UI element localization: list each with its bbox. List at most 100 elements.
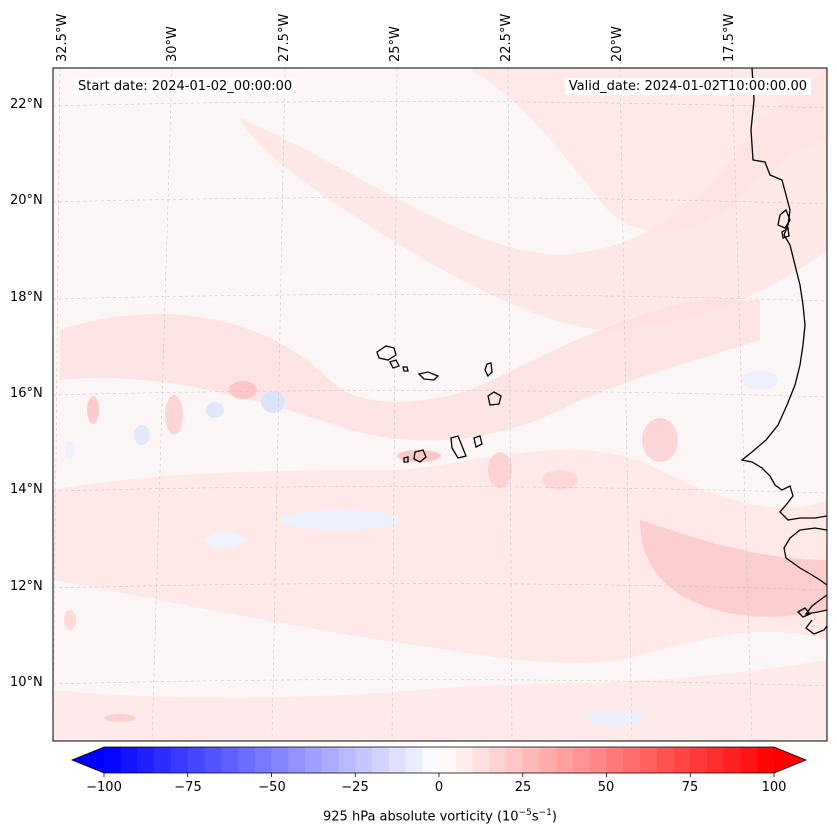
valid-date-label: Valid_date: 2024-01-02T10:00:00.00 [564,78,811,95]
colorbar-segment [154,747,172,773]
vorticity-negative-cell [742,370,778,390]
start-date-label: Start date: 2024-01-02_00:00:00 [74,78,297,95]
africa-coastline [740,68,827,521]
colorbar-segment [723,747,742,773]
colorbar-segment [288,747,306,773]
vorticity-band-north [470,68,827,232]
colorbar-title-end: ) [551,809,557,825]
lat-tick-label: 20°N [10,193,43,208]
colorbar-title-exp1: −5 [518,808,532,818]
island-bijagos [796,607,812,618]
vorticity-negative-cell [280,510,400,530]
colorbar-segment [489,747,507,773]
lon-tick-label: 22.5°W [499,13,514,62]
colorbar-segment [372,747,390,773]
vorticity-field [53,68,827,741]
colorbar-segment [573,747,591,773]
colorbar-tick-label: −25 [341,780,369,795]
lon-tick-label: 17.5°W [722,13,737,62]
colorbar-segment [522,747,541,773]
colorbar-tick-label: 25 [514,780,532,795]
lat-tick-label: 14°N [10,482,43,497]
africa-coastline [805,619,827,635]
colorbar-segment [439,747,457,773]
lon-gridline [151,68,173,741]
vorticity-cell [542,470,578,490]
lon-tick-label: 32.5°W [55,13,70,62]
colorbar-segment [589,747,608,773]
lon-tick-label: 25°W [388,26,403,62]
vorticity-cell [104,714,136,722]
colorbar-segment [757,747,775,773]
vorticity-cell [642,418,678,462]
colorbar-segment [338,747,356,773]
colorbar-extend-max [774,747,806,773]
colorbar-segment [707,747,725,773]
colorbar-tick-label: 75 [681,780,699,795]
gridlines [53,68,827,741]
colorbar-segment [355,747,373,773]
lon-gridline [731,68,753,741]
lon-gridline [53,68,61,741]
lat-gridline [53,486,827,494]
vorticity-cell [87,396,99,424]
colorbar-segment [305,747,323,773]
colorbar-segment [539,747,557,773]
island-maio [473,435,483,448]
colorbar-segment [388,747,407,773]
coastline [740,68,827,635]
colorbar [70,746,808,777]
colorbar-tick-label: −100 [86,780,122,795]
lat-gridline [53,583,827,591]
colorbar-segment [321,747,340,773]
island-santo-antao [376,345,397,361]
lat-gridline [53,679,827,687]
africa-coastline [804,594,827,615]
colorbar-segment [271,747,289,773]
colorbar-segment [120,747,139,773]
island-fogo [413,449,427,463]
cape-verde-islands [376,345,502,463]
colorbar-segment [506,747,524,773]
colorbar-segment [187,747,206,773]
colorbar-segment [656,747,675,773]
colorbar-tick-label: 50 [597,780,615,795]
vorticity-negative-cell [206,402,224,418]
lon-tick-label: 27.5°W [277,13,292,62]
colorbar-segment [254,747,273,773]
island-sao-nicolau [417,371,440,381]
colorbar-segment [740,747,758,773]
colorbar-tick-label: −50 [258,780,286,795]
lat-gridline [53,101,827,109]
vorticity-negative-cell [585,711,645,725]
lat-tick-label: 16°N [10,386,43,401]
vorticity-band-central [60,300,760,441]
vorticity-negative-cell [205,532,245,548]
island-santa-luzia [402,366,409,372]
lon-gridline [271,68,286,741]
lat-tick-label: 12°N [10,579,43,594]
lat-gridline [53,294,827,302]
colorbar-segment [422,747,440,773]
colorbar-segment [204,747,222,773]
colorbar-segment [104,747,122,773]
colorbar-tick-label: −75 [174,780,202,795]
lat-tick-label: 18°N [10,290,43,305]
colorbar-segment [673,747,691,773]
vorticity-cell [488,452,512,488]
colorbar-title-exp2: −1 [538,808,552,818]
colorbar-segment [640,747,658,773]
vorticity-cell [165,395,183,435]
island-santiago [450,435,467,459]
colorbar-segment [238,747,256,773]
vorticity-band-northeast [240,68,827,330]
colorbar-segment [137,747,155,773]
lat-tick-label: 22°N [10,97,43,112]
colorbar-segment [405,747,423,773]
vorticity-band-southeast [640,520,827,617]
africa-coastline [783,527,827,586]
colorbar-extend-min [72,747,104,773]
lon-gridline [507,68,513,741]
colorbar-segment [472,747,490,773]
vorticity-negative-cell [65,441,75,459]
